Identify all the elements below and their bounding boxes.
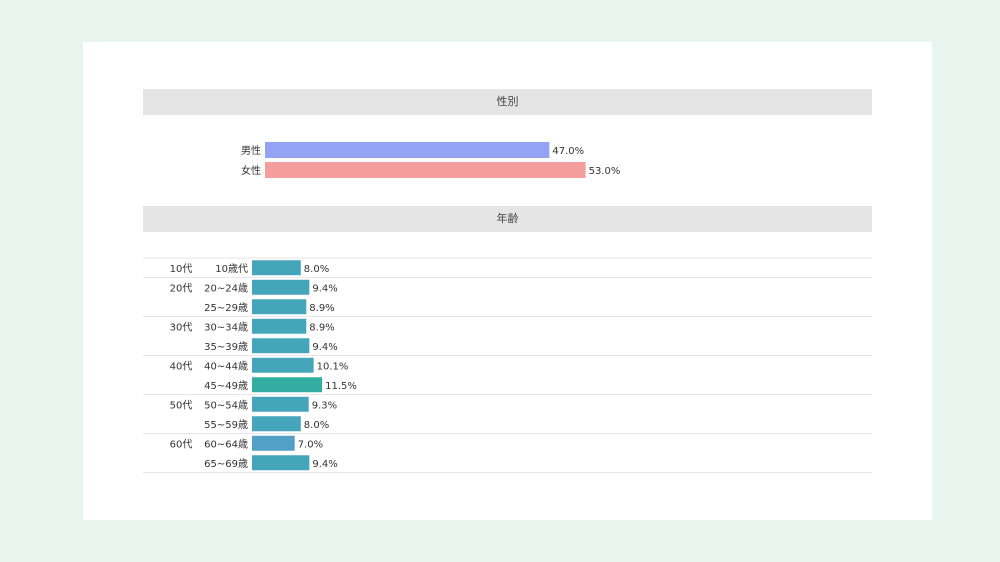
age-category-label: 40~44歳: [204, 360, 248, 372]
survey-card: [83, 42, 932, 520]
age-bar: [252, 455, 310, 471]
gender-value-label: 53.0%: [589, 166, 621, 177]
age-value-label: 8.0%: [304, 264, 329, 275]
age-bar: [252, 377, 323, 393]
age-group-label: 30代: [170, 321, 193, 333]
age-value-label: 10.1%: [317, 361, 349, 372]
gender-bar-chart: 男性 47.0% 女性 53.0%: [241, 142, 621, 178]
gender-bar: [265, 142, 550, 158]
age-bar: [252, 416, 301, 432]
age-group-label: 60代: [170, 438, 193, 450]
gender-section-header: 性別: [143, 89, 872, 115]
age-bar: [252, 357, 314, 373]
age-category-label: 55~59歳: [204, 419, 248, 431]
age-category-label: 45~49歳: [204, 380, 248, 392]
age-category-label: 65~69歳: [204, 458, 248, 470]
gender-value-label: 47.0%: [552, 146, 584, 157]
age-value-label: 7.0%: [298, 439, 323, 450]
age-category-label: 35~39歳: [204, 341, 248, 353]
age-bar: [252, 435, 295, 451]
age-value-label: 9.4%: [312, 283, 337, 294]
age-category-label: 20~24歳: [204, 282, 248, 294]
age-group-label: 40代: [170, 360, 193, 372]
age-section-header: 年齢: [143, 206, 872, 232]
age-category-label: 50~54歳: [204, 399, 248, 411]
age-group-label: 20代: [170, 282, 193, 294]
age-bar: [252, 338, 310, 354]
age-bar: [252, 396, 309, 412]
gender-bar: [265, 162, 586, 178]
age-category-label: 30~34歳: [204, 321, 248, 333]
gender-category-label: 女性: [241, 164, 261, 177]
age-bar: [252, 299, 307, 315]
age-group-label: 10代: [170, 263, 193, 275]
age-value-label: 9.4%: [312, 459, 337, 470]
age-value-label: 9.4%: [312, 342, 337, 353]
age-bar: [252, 260, 301, 276]
gender-category-label: 男性: [241, 144, 261, 157]
age-category-label: 60~64歳: [204, 438, 248, 450]
age-category-label: 25~29歳: [204, 302, 248, 314]
age-value-label: 8.9%: [309, 303, 334, 314]
age-bar: [252, 279, 310, 295]
age-value-label: 8.0%: [304, 420, 329, 431]
age-value-label: 8.9%: [309, 322, 334, 333]
age-group-label: 50代: [170, 399, 193, 411]
age-bar: [252, 318, 307, 334]
age-value-label: 11.5%: [325, 381, 357, 392]
age-category-label: 10歳代: [215, 263, 248, 275]
age-value-label: 9.3%: [312, 400, 337, 411]
